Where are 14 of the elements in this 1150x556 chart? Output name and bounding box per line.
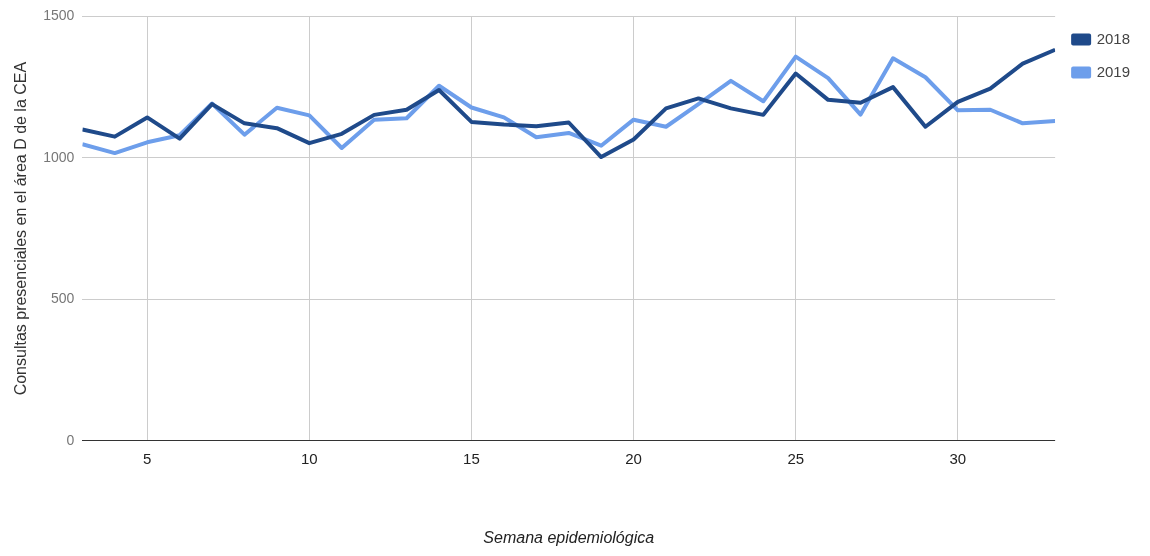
legend-label: 2018	[1096, 29, 1131, 47]
y-tick-label: 0	[66, 431, 75, 448]
y-tick-label: 500	[50, 290, 75, 307]
x-tick-label: 15	[463, 449, 480, 467]
y-axis-title: Consultas presenciales en el área D de la CEA	[12, 61, 30, 396]
x-tick-label: 25	[787, 449, 805, 467]
x-tick-label: 20	[625, 449, 642, 467]
x-axis-title: Semana epidemiológica	[483, 528, 655, 546]
legend-label: 2019	[1096, 62, 1131, 80]
x-tick-label: 5	[143, 449, 152, 467]
x-tick-label: 30	[949, 449, 967, 467]
y-tick-label: 1500	[43, 7, 75, 24]
x-tick-label: 10	[300, 449, 318, 467]
y-tick-label: 1000	[43, 148, 75, 165]
